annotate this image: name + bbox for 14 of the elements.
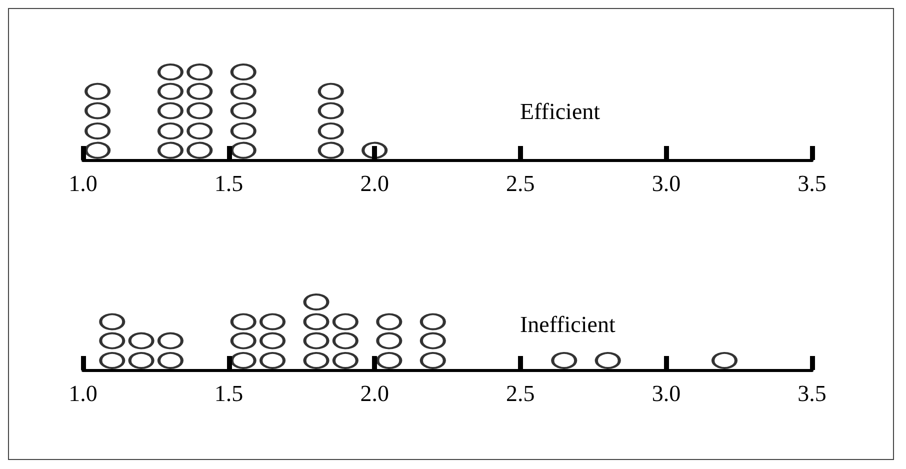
x-tick-label: 1.5 [214, 171, 244, 196]
x-tick-label: 2.0 [360, 171, 389, 196]
x-tick-label: 1.0 [68, 381, 98, 406]
x-tick-label: 3.5 [798, 381, 826, 406]
x-tick-label: 2.0 [360, 381, 389, 406]
x-tick-label: 3.5 [798, 171, 826, 196]
x-tick-label: 1.5 [214, 381, 244, 406]
annotation: Inefficient [520, 312, 616, 337]
annotation: Efficient [520, 99, 601, 124]
x-tick-label: 3.0 [652, 381, 681, 406]
x-tick-label: 2.5 [506, 381, 535, 406]
x-tick-label: 3.0 [652, 171, 681, 196]
x-tick-label: 1.0 [68, 171, 98, 196]
x-tick-label: 2.5 [506, 171, 535, 196]
